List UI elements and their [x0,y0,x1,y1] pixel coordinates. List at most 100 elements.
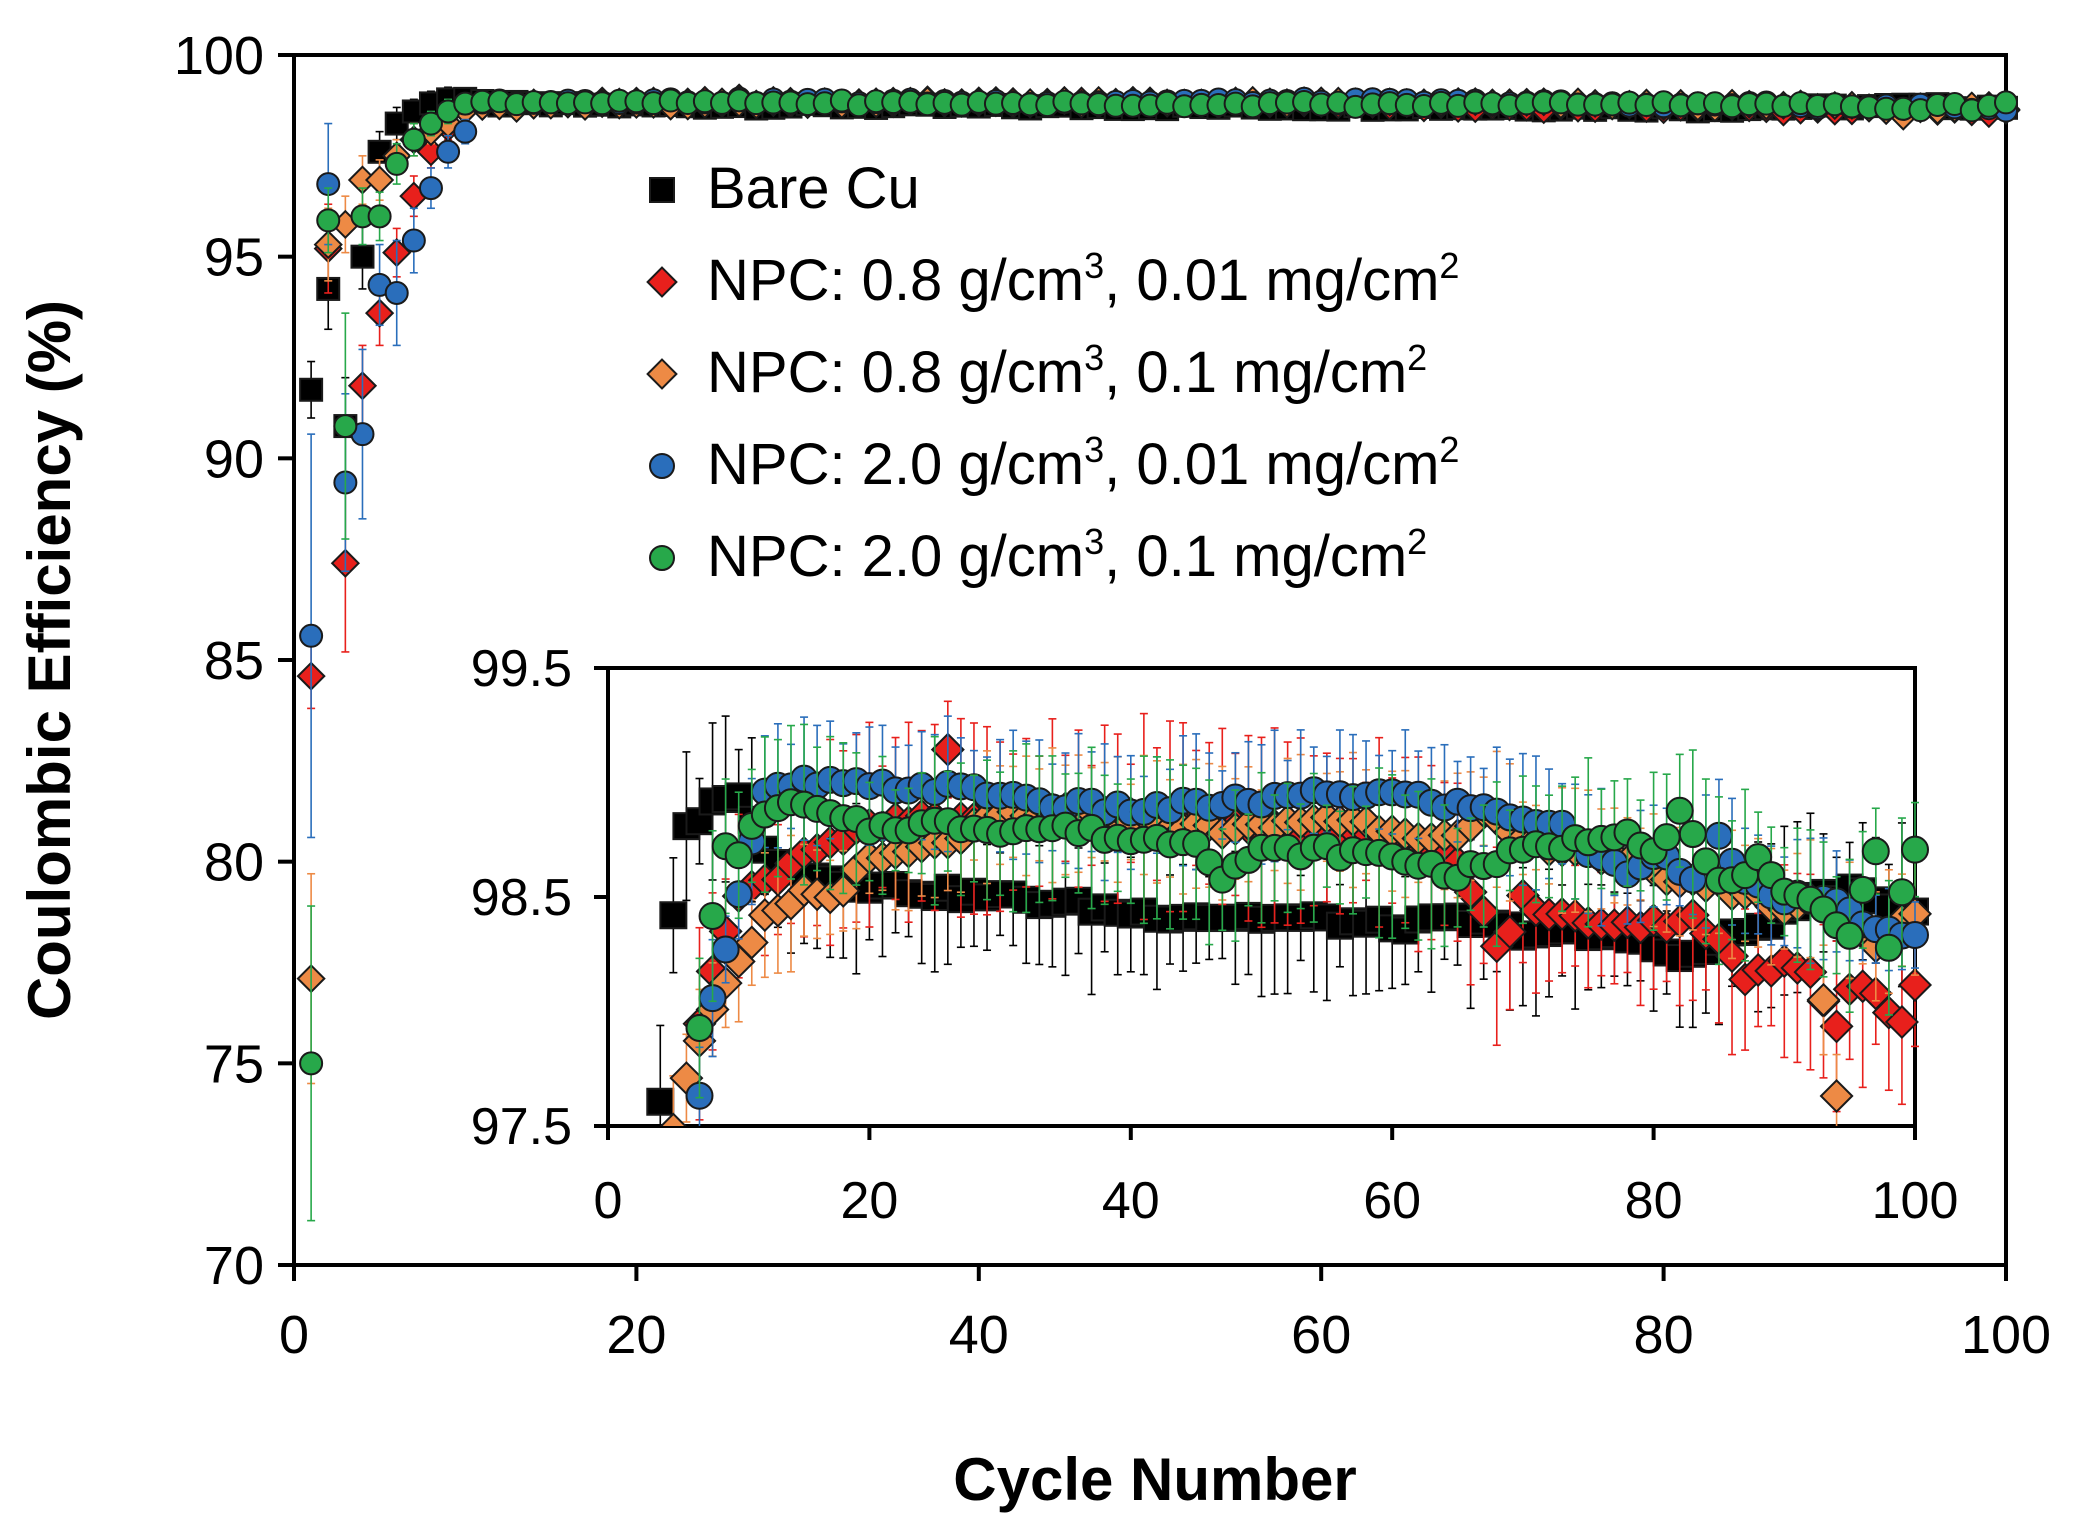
legend-entry-4: NPC: 2.0 g/cm3, 0.1 mg/cm2 [649,521,1427,589]
y-axis-title: Coulombic Efficiency (%) [16,300,83,1020]
inset-point [1806,982,1841,1017]
main-point [384,151,409,176]
legend-marker [649,177,675,203]
legend-text-part: Bare Cu [707,156,920,221]
main-point [316,208,341,233]
inset-point [1897,967,1933,1002]
inset-point [734,925,769,960]
main-point [299,377,324,402]
main-point [1994,90,2018,115]
main-point [299,623,324,648]
inset-point [1691,847,1720,876]
main-point [418,176,443,201]
legend-text-part: NPC: 0.8 g/cm [707,248,1084,313]
main-point [436,139,461,164]
y-tick-label: 90 [204,429,264,489]
main-point [350,244,375,269]
inset-point [1819,1078,1854,1114]
legend-text-part: NPC: 2.0 g/cm [707,432,1084,497]
x-tick-label: 80 [1634,1305,1694,1365]
x-tick-label: 40 [949,1305,1009,1365]
legend-entry-0: Bare Cu [649,156,920,221]
legend-label: NPC: 2.0 g/cm3, 0.1 mg/cm2 [707,521,1427,589]
main-series-4 [299,88,2018,1222]
inset-x-tick-label: 80 [1625,1172,1683,1230]
inset-point [659,901,688,930]
legend-text-part: , 0.1 mg/cm [1104,340,1407,405]
legend-superscript: 3 [1084,521,1104,562]
legend-text-part: , 0.1 mg/cm [1104,524,1407,589]
main-point [299,1051,324,1076]
legend-superscript: 3 [1084,429,1104,470]
legend-marker [649,545,675,571]
main-point [384,280,409,305]
inset-y-tick-label: 98.5 [471,869,572,927]
inset-point [1492,914,1527,949]
inset-point [1678,820,1707,849]
legend-text-part: , 0.01 mg/cm [1104,248,1439,313]
inset-point [1901,835,1929,864]
legend-label: NPC: 2.0 g/cm3, 0.01 mg/cm2 [707,429,1459,497]
inset-point [1793,955,1828,990]
y-tick-label: 85 [204,631,264,691]
inset-point [1884,1004,1919,1039]
legend-superscript: 3 [1084,245,1104,286]
x-axis-title: Cycle Number [953,1446,1356,1513]
legend-marker [646,358,678,390]
x-tick-label: 100 [1961,1305,2051,1365]
legend-entry-3: NPC: 2.0 g/cm3, 0.01 mg/cm2 [649,429,1459,497]
legend-text-part: , 0.01 mg/cm [1104,432,1439,497]
y-tick-label: 70 [204,1236,264,1296]
inset-x-tick-label: 100 [1872,1172,1959,1230]
inset-point [724,841,753,870]
legend-text-part: NPC: 0.8 g/cm [707,340,1084,405]
inset-plot: 0 20 40 60 80 100 97.5 98.5 99.5 [471,640,1959,1230]
inset-y-tick-label: 99.5 [471,640,572,698]
legend-text-part: NPC: 2.0 g/cm [707,524,1084,589]
inset-point [1874,933,1903,962]
main-point [401,228,426,253]
legend-superscript: 2 [1439,245,1459,286]
legend-entry-1: NPC: 0.8 g/cm3, 0.01 mg/cm2 [646,245,1459,313]
main-point [367,204,392,229]
inset-point [659,1112,687,1126]
legend-superscript: 2 [1439,429,1459,470]
legend-label: NPC: 0.8 g/cm3, 0.01 mg/cm2 [707,245,1459,313]
inset-x-tick-label: 20 [840,1172,898,1230]
inset-point [646,1087,675,1116]
inset-x-tick-label: 60 [1363,1172,1421,1230]
main-point [333,414,358,439]
inset-series-4 [685,723,1929,1099]
legend-superscript: 2 [1407,521,1427,562]
x-tick-label: 60 [1291,1305,1351,1365]
inset-point [711,935,740,964]
legend-entry-2: NPC: 0.8 g/cm3, 0.1 mg/cm2 [646,337,1427,405]
inset-point [685,1014,714,1043]
inset-point [698,902,727,931]
main-point [401,127,426,152]
inset-point [1819,1009,1854,1044]
y-tick-label: 80 [204,833,264,893]
y-tick-label: 100 [174,26,264,86]
inset-x-tick-label: 0 [594,1172,623,1230]
inset-point [1861,837,1890,866]
x-tick-label: 20 [606,1305,666,1365]
inset-point [1887,878,1916,907]
legend-marker [649,453,675,479]
legend-marker [646,266,678,298]
inset-point [1848,875,1877,904]
inset-point [1665,796,1694,825]
main-point [453,119,478,144]
inset-x-tick-label: 40 [1102,1172,1160,1230]
inset-data-markers [646,700,1933,1126]
main-data-markers [296,83,2021,1222]
y-tick-label: 95 [204,228,264,288]
inset-point [1901,921,1929,950]
inset-y-tick-label: 97.5 [471,1098,572,1156]
main-point [418,111,443,136]
inset-point [1652,823,1681,852]
legend-label: NPC: 0.8 g/cm3, 0.1 mg/cm2 [707,337,1427,405]
x-tick-label: 0 [279,1305,309,1365]
